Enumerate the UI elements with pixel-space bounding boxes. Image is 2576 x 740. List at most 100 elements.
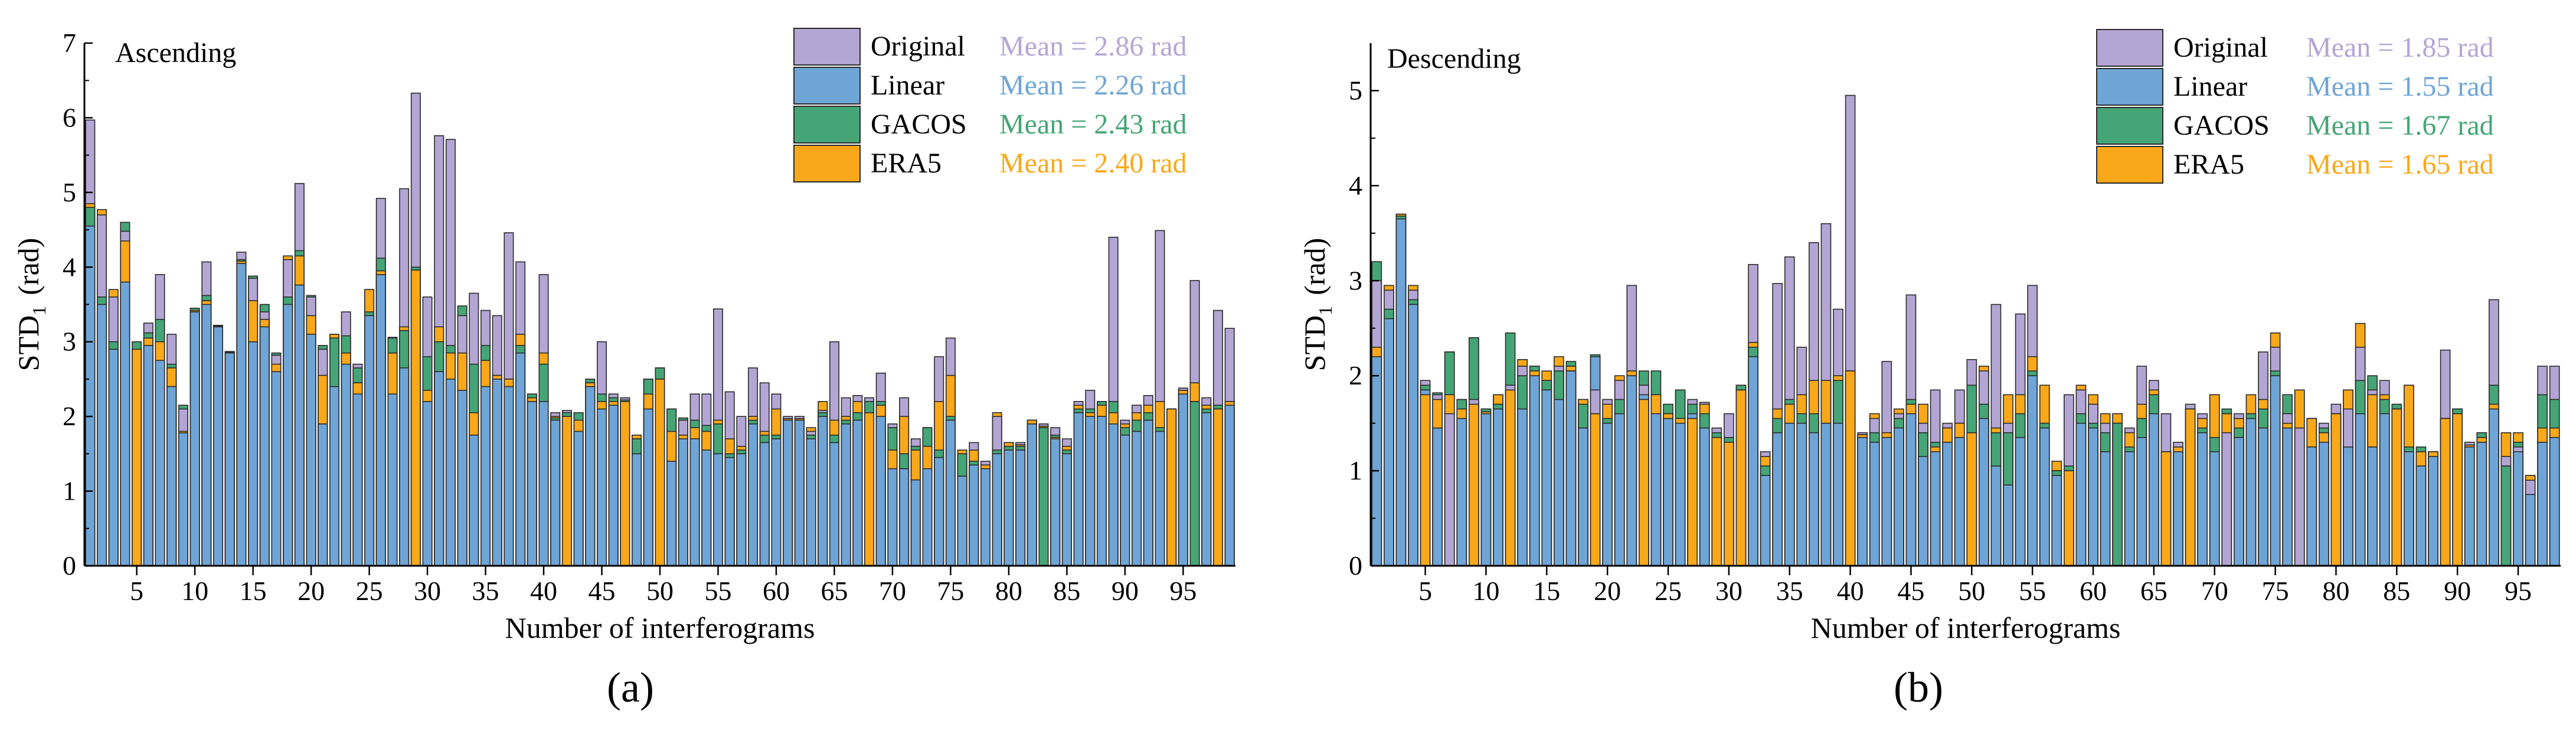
- bar-linear-46: [1918, 456, 1928, 566]
- bar-linear-36: [1796, 422, 1807, 566]
- bar-linear-71: [899, 468, 910, 566]
- bar-linear-87: [2415, 465, 2427, 566]
- bar-linear-17: [271, 371, 282, 566]
- bar-era5-5: [1420, 394, 1431, 566]
- y-axis-label-unit: (rad): [12, 238, 45, 295]
- x-tick-label: 30: [414, 576, 441, 606]
- x-tick-label: 80: [2322, 576, 2349, 606]
- x-tick-label: 40: [530, 576, 557, 606]
- x-tick-label: 70: [879, 576, 906, 606]
- bar-linear-11: [201, 304, 212, 566]
- bar-gacos-62: [2112, 422, 2123, 566]
- bar-linear-28: [399, 367, 410, 566]
- bar-linear-74: [2258, 427, 2268, 566]
- bar-original-71: [2221, 432, 2232, 566]
- bar-linear-1: [85, 225, 96, 566]
- bar-linear-10: [189, 311, 200, 566]
- bar-linear-90: [1120, 434, 1130, 566]
- bar-linear-56: [724, 457, 735, 566]
- x-tick-label: 15: [240, 576, 267, 606]
- bar-linear-12: [213, 326, 223, 566]
- y-tick-label: 5: [63, 177, 76, 207]
- x-tick-label: 45: [1897, 576, 1924, 606]
- bar-linear-21: [318, 423, 328, 566]
- legend-label-original: Original: [871, 31, 965, 62]
- bar-era5-80: [2330, 413, 2342, 566]
- bar-linear-16: [1554, 399, 1564, 566]
- bar-linear-91: [1132, 431, 1142, 566]
- legend-mean-gacos: Mean = 2.43 rad: [999, 109, 1187, 140]
- y-tick-label: 2: [1349, 360, 1362, 390]
- y-tick-label: 0: [63, 550, 76, 581]
- y-axis-label-main: STD: [1298, 315, 1331, 371]
- bar-linear-8: [1456, 418, 1467, 566]
- bar-linear-82: [2355, 413, 2366, 566]
- x-tick-label: 10: [1472, 576, 1499, 606]
- bar-linear-39: [527, 401, 537, 566]
- y-tick-label: 0: [1349, 550, 1362, 581]
- bar-linear-21: [1614, 413, 1625, 566]
- bar-linear-60: [771, 438, 782, 566]
- bar-linear-96: [2525, 494, 2536, 566]
- y-tick-label: 3: [63, 327, 76, 357]
- bar-linear-20: [1602, 422, 1613, 566]
- bar-linear-95: [1178, 393, 1188, 566]
- bar-linear-22: [1626, 375, 1637, 566]
- bar-linear-48: [632, 453, 642, 566]
- bar-linear-76: [2282, 427, 2293, 566]
- panel-a-label: (a): [607, 664, 654, 711]
- x-tick-label: 20: [298, 576, 325, 606]
- bar-linear-98: [2549, 436, 2560, 566]
- bar-linear-58: [748, 423, 759, 566]
- bar-linear-33: [1760, 475, 1771, 566]
- bar-gacos-96: [1189, 401, 1200, 566]
- bar-era5-50: [655, 379, 665, 566]
- y-tick-label: 3: [1349, 265, 1362, 295]
- panel-annotation: Descending: [1387, 43, 1521, 74]
- bar-linear-77: [969, 464, 979, 566]
- bar-linear-97: [2537, 442, 2548, 566]
- bar-linear-49: [643, 408, 653, 566]
- bar-linear-65: [2149, 413, 2159, 566]
- bar-linear-30: [422, 401, 433, 566]
- bar-linear-72: [910, 479, 921, 566]
- bar-linear-82: [1027, 423, 1037, 566]
- bar-era5-68: [864, 412, 875, 566]
- bar-era5-58: [2064, 470, 2074, 566]
- bar-linear-44: [1894, 427, 1904, 566]
- bar-linear-34: [1772, 432, 1783, 566]
- x-tick-label: 50: [1958, 576, 1985, 606]
- x-tick-label: 75: [937, 576, 964, 606]
- legend-label-era5: ERA5: [2173, 149, 2244, 180]
- y-axis-label-subscript: 1: [1315, 306, 1336, 315]
- x-tick-label: 5: [130, 576, 143, 606]
- x-tick-label: 95: [2505, 576, 2532, 606]
- legend-b: Original Mean = 1.85 rad Linear Mean = 1.55…: [2096, 29, 2494, 184]
- x-tick-label: 35: [472, 576, 499, 606]
- bar-linear-59: [2075, 422, 2087, 566]
- bar-linear-52: [1990, 465, 2002, 566]
- bar-linear-75: [945, 419, 956, 566]
- bar-linear-59: [759, 442, 770, 566]
- bar-linear-38: [1820, 422, 1832, 566]
- bar-linear-78: [980, 468, 990, 566]
- bar-linear-93: [1155, 431, 1165, 566]
- bar-era5-12: [1505, 389, 1516, 566]
- bar-linear-24: [352, 393, 363, 566]
- bar-linear-95: [2513, 451, 2523, 566]
- bar-linear-83: [2367, 446, 2378, 566]
- bar-linear-81: [2343, 446, 2353, 566]
- bar-linear-14: [236, 263, 247, 566]
- bar-era5-98: [1212, 408, 1223, 566]
- panel-annotation: Ascending: [115, 37, 236, 69]
- bar-linear-64: [818, 416, 828, 566]
- y-axis-label-subscript: 1: [28, 306, 50, 315]
- y-axis-label: STD1 (rad): [12, 238, 50, 371]
- bar-original-7: [1444, 413, 1455, 566]
- bar-linear-4: [1408, 304, 1418, 566]
- bar-linear-88: [1097, 416, 1107, 566]
- bar-linear-39: [1833, 422, 1843, 566]
- bar-era5-68: [2185, 408, 2196, 566]
